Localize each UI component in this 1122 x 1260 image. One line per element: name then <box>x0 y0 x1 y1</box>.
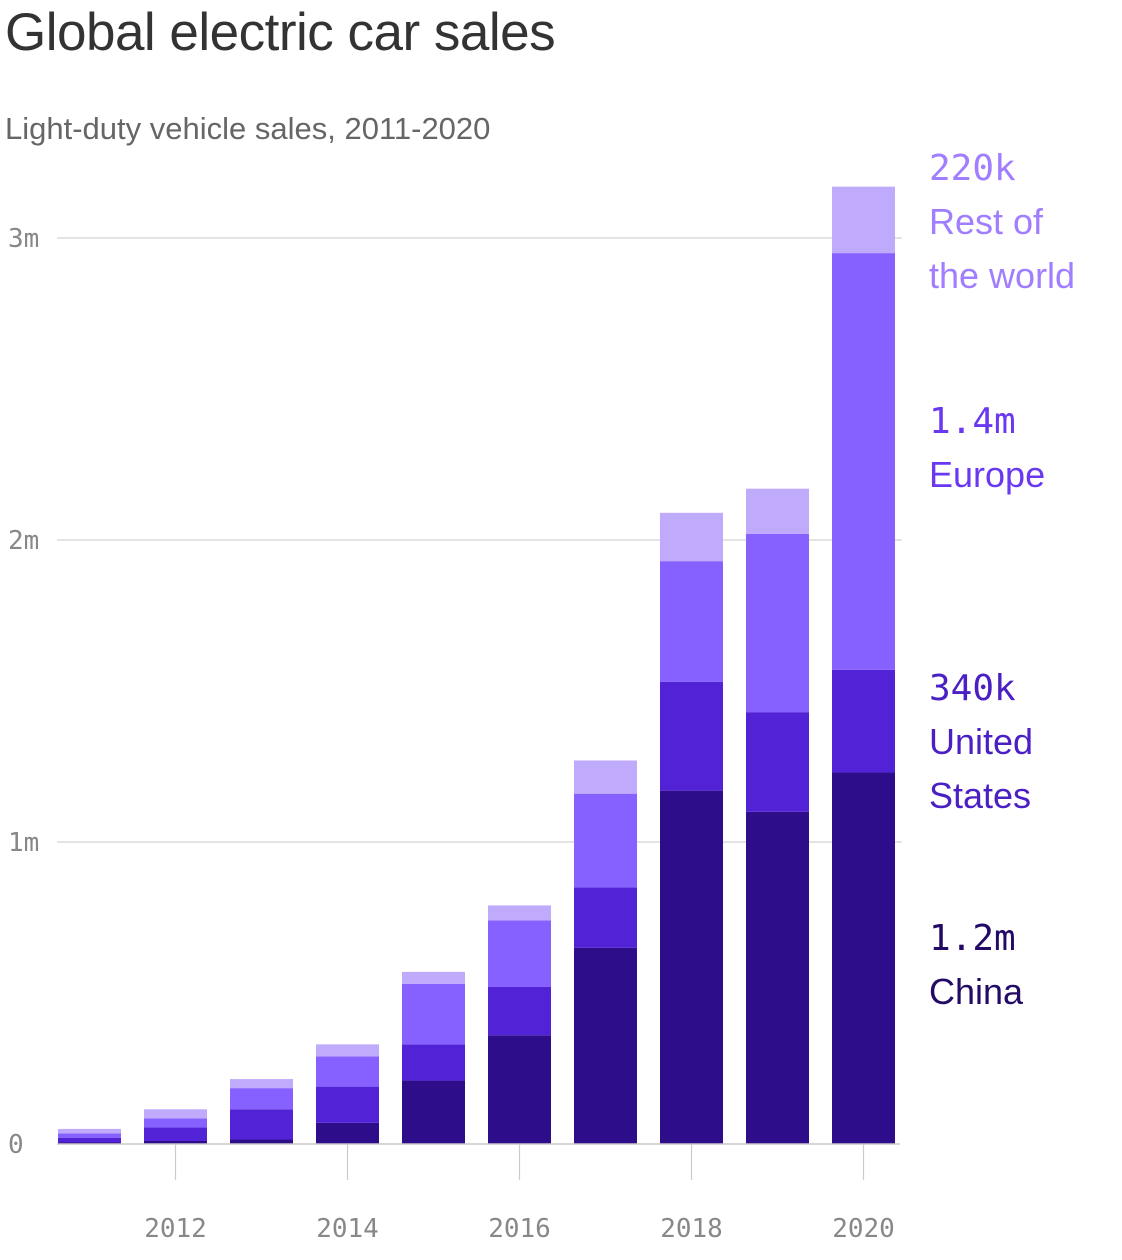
bar-china-2012 <box>144 1140 207 1144</box>
bar-rest-of-the-world-2016 <box>488 905 551 921</box>
bar-united-states-2017 <box>574 887 637 948</box>
bar-europe-2014 <box>316 1056 379 1087</box>
bar-united-states-2019 <box>746 712 809 812</box>
bar-europe-2020 <box>832 253 895 670</box>
bar-china-2020 <box>832 772 895 1144</box>
label-value-china: 1.2m <box>929 918 1016 959</box>
bar-united-states-2020 <box>832 669 895 773</box>
bar-china-2013 <box>230 1139 293 1144</box>
label-name-rest-of-the-world: Rest of <box>929 201 1044 242</box>
bar-europe-2017 <box>574 793 637 888</box>
label-value-europe: 1.4m <box>929 401 1016 442</box>
bar-china-2016 <box>488 1035 551 1144</box>
bars <box>58 186 895 1144</box>
label-name-europe: Europe <box>929 454 1045 495</box>
bar-china-2011 <box>58 1142 121 1144</box>
chart-title: Global electric car sales <box>5 3 556 62</box>
bar-europe-2018 <box>660 561 723 682</box>
bar-europe-2015 <box>402 983 465 1045</box>
x-tick-label: 2012 <box>144 1214 207 1244</box>
x-tick-label: 2016 <box>488 1214 551 1244</box>
label-name-united-states: States <box>929 775 1031 816</box>
x-tick-label: 2018 <box>660 1214 723 1244</box>
bar-rest-of-the-world-2013 <box>230 1079 293 1089</box>
bar-europe-2011 <box>58 1133 121 1138</box>
bar-united-states-2016 <box>488 986 551 1036</box>
bar-china-2019 <box>746 811 809 1144</box>
bar-rest-of-the-world-2014 <box>316 1044 379 1057</box>
y-tick-label: 2m <box>8 526 39 556</box>
bar-rest-of-the-world-2018 <box>660 512 723 562</box>
bar-china-2015 <box>402 1080 465 1144</box>
label-name-united-states: United <box>929 721 1033 762</box>
bar-rest-of-the-world-2011 <box>58 1128 121 1134</box>
x-tick-label: 2020 <box>832 1214 895 1244</box>
bar-china-2014 <box>316 1122 379 1144</box>
bar-europe-2019 <box>746 533 809 713</box>
bar-rest-of-the-world-2015 <box>402 971 465 984</box>
bar-rest-of-the-world-2012 <box>144 1109 207 1119</box>
bar-china-2017 <box>574 947 637 1144</box>
bar-united-states-2018 <box>660 681 723 791</box>
bar-united-states-2015 <box>402 1044 465 1081</box>
bar-rest-of-the-world-2020 <box>832 186 895 254</box>
series-end-labels: 220k Rest of the world 1.4m Europe 340k United… <box>929 148 1075 1012</box>
label-value-rest-of-the-world: 220k <box>929 148 1016 189</box>
bar-united-states-2014 <box>316 1086 379 1123</box>
bar-united-states-2012 <box>144 1127 207 1141</box>
bar-rest-of-the-world-2017 <box>574 760 637 794</box>
y-tick-label: 1m <box>8 828 39 858</box>
x-tick-label: 2014 <box>316 1214 379 1244</box>
bar-united-states-2013 <box>230 1109 293 1140</box>
chart-subtitle: Light-duty vehicle sales, 2011-2020 <box>5 111 491 146</box>
y-tick-label: 0 <box>8 1130 24 1160</box>
y-tick-label: 3m <box>8 224 39 254</box>
bar-rest-of-the-world-2019 <box>746 488 809 534</box>
axes: 0 1m 2m 3m 2012 2014 2016 2018 2020 <box>8 224 902 1244</box>
label-value-united-states: 340k <box>929 668 1016 709</box>
bar-china-2018 <box>660 790 723 1144</box>
bar-united-states-2011 <box>58 1137 121 1143</box>
label-name-china: China <box>929 971 1024 1012</box>
bar-europe-2016 <box>488 920 551 987</box>
label-name-rest-of-the-world: the world <box>929 255 1075 296</box>
bar-europe-2012 <box>144 1118 207 1128</box>
bar-europe-2013 <box>230 1088 293 1110</box>
